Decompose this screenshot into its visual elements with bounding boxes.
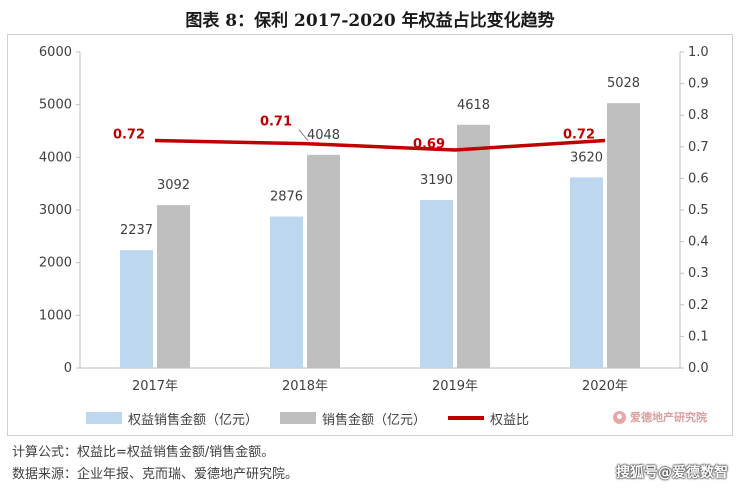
legend-item-total-sales: 销售金额（亿元） xyxy=(280,409,426,428)
chart-frame xyxy=(7,34,733,436)
legend-label-total-sales: 销售金额（亿元） xyxy=(322,412,427,428)
bar-data-label: 2237 xyxy=(120,223,153,238)
chart-plot: 0 1000 2000 3000 4000 5000 6000 0.0 0.1 0.2 0.3 0.4… xyxy=(39,45,709,394)
y-right-tick-label: 0.1 xyxy=(688,329,709,344)
legend-item-equity-ratio: 权益比 xyxy=(448,409,529,428)
y-right-tick-label: 0.0 xyxy=(688,361,709,376)
y-left-tick-label: 0 xyxy=(64,361,72,376)
x-tick-label: 2017年 xyxy=(132,379,178,394)
y-left-tick-label: 4000 xyxy=(39,150,72,165)
legend-item-equity-sales: 权益销售金额（亿元） xyxy=(86,409,258,428)
line-data-label: 0.69 xyxy=(413,137,445,152)
bar-equity-sales xyxy=(270,216,303,368)
x-tick-label: 2020年 xyxy=(582,379,628,394)
chart-title: 图表 8：保利 2017-2020 年权益占比变化趋势 xyxy=(185,11,555,31)
brand-logo: 爱德地产研究院 xyxy=(613,409,707,425)
y-right-tick-label: 0.8 xyxy=(688,108,709,123)
bar-equity-sales xyxy=(570,177,603,368)
legend-label-equity-sales: 权益销售金额（亿元） xyxy=(128,412,259,428)
y-left-tick-label: 6000 xyxy=(39,45,72,60)
bar-total-sales xyxy=(607,103,640,368)
x-tick-label: 2018年 xyxy=(282,379,328,394)
bar-data-label: 4618 xyxy=(457,98,490,113)
bar-data-label: 2876 xyxy=(270,190,303,205)
note-source: 数据来源：企业年报、克而瑞、爱德地产研究院。 xyxy=(12,467,299,482)
bar-equity-sales xyxy=(420,199,453,368)
legend-label-equity-ratio: 权益比 xyxy=(490,412,530,428)
bar-data-label: 3620 xyxy=(570,150,603,165)
bar-total-sales xyxy=(457,124,490,368)
line-data-label: 0.72 xyxy=(563,127,595,142)
y-right-tick-label: 0.5 xyxy=(688,203,709,218)
bar-equity-sales xyxy=(120,250,153,368)
watermark: 搜狐号@爱德数智 xyxy=(616,465,728,481)
line-equity-ratio xyxy=(154,138,606,152)
bar-total-sales xyxy=(307,154,340,368)
y-right-tick-label: 0.3 xyxy=(688,266,709,281)
legend-swatch-equity-sales xyxy=(86,412,122,424)
legend: 权益销售金额（亿元） 销售金额（亿元） 权益比 xyxy=(86,407,551,429)
line-data-label: 0.72 xyxy=(113,127,145,142)
y-right-tick-label: 0.7 xyxy=(688,140,709,155)
y-left-tick-label: 2000 xyxy=(39,256,72,271)
y-right-tick-label: 0.4 xyxy=(688,235,709,250)
bar-total-sales xyxy=(157,205,190,368)
logo-icon xyxy=(613,410,626,424)
logo-text: 爱德地产研究院 xyxy=(630,411,707,424)
y-right-tick-label: 0.9 xyxy=(688,77,709,92)
y-left-tick-label: 1000 xyxy=(39,308,72,323)
bar-data-label: 3190 xyxy=(420,173,453,188)
legend-swatch-total-sales xyxy=(280,412,317,424)
bar-data-label: 5028 xyxy=(607,76,640,91)
note-formula: 计算公式：权益比=权益销售金额/销售金额。 xyxy=(12,445,275,460)
label-leader-line xyxy=(298,129,309,141)
y-left-tick-label: 3000 xyxy=(39,203,72,218)
line-data-label: 0.71 xyxy=(260,115,292,130)
notes: 计算公式：权益比=权益销售金额/销售金额。 数据来源：企业年报、克而瑞、爱德地产… xyxy=(12,442,298,486)
bar-data-label: 3092 xyxy=(157,178,190,193)
bar-data-label: 4048 xyxy=(307,128,340,143)
y-left-tick-label: 5000 xyxy=(39,98,72,113)
legend-swatch-equity-ratio xyxy=(448,416,485,420)
x-tick-label: 2019年 xyxy=(432,379,478,394)
y-right-tick-label: 0.2 xyxy=(688,298,709,313)
y-right-tick-label: 0.6 xyxy=(688,171,709,186)
y-right-tick-label: 1.0 xyxy=(688,45,709,60)
